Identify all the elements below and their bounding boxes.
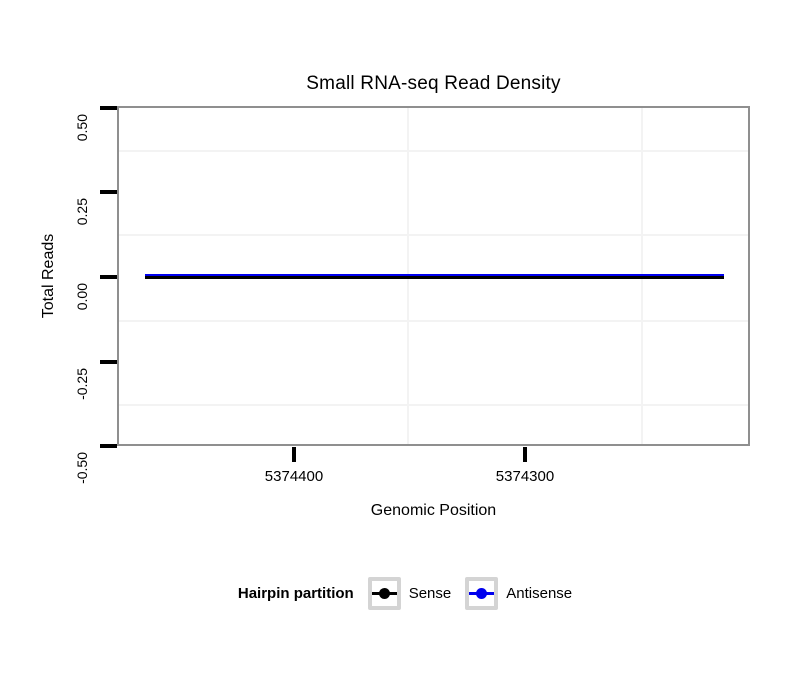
x-axis-title: Genomic Position <box>370 502 497 519</box>
y-tick-label-050: 0.50 <box>74 114 90 142</box>
sense-series-line <box>145 276 724 279</box>
y-tick-025 <box>100 190 117 194</box>
minor-gridline-y-neg0375 <box>119 404 748 406</box>
y-axis-title: Total Reads <box>40 233 57 319</box>
legend-entry-sense: Sense <box>367 576 452 610</box>
x-tick-label-5374400: 5374400 <box>264 468 324 485</box>
legend-title: Hairpin partition <box>237 584 354 602</box>
y-tick-label-neg050: -0.50 <box>74 452 90 484</box>
antisense-legend-key-icon <box>465 576 499 610</box>
x-tick-label-5374300: 5374300 <box>495 468 555 485</box>
y-tick-label-025: 0.25 <box>74 198 90 226</box>
y-tick-label-neg025: -0.25 <box>74 368 90 400</box>
antisense-point-icon <box>476 587 488 599</box>
y-tick-050 <box>100 106 117 110</box>
sense-point-icon <box>378 587 390 599</box>
plot-panel <box>117 106 750 446</box>
y-tick-label-000: 0.00 <box>74 283 90 311</box>
legend: Hairpin partition Sense Antisense <box>0 576 810 610</box>
y-tick-neg050 <box>100 444 117 448</box>
y-tick-000 <box>100 275 117 279</box>
chart-title: Small RNA-seq Read Density <box>306 73 561 94</box>
x-tick-5374400 <box>292 447 296 462</box>
legend-entry-antisense: Antisense <box>465 576 573 610</box>
sense-legend-key-icon <box>367 576 401 610</box>
x-tick-5374300 <box>523 447 527 462</box>
minor-gridline-y-0125 <box>119 234 748 236</box>
minor-gridline-y-neg0125 <box>119 320 748 322</box>
legend-label-antisense: Antisense <box>506 584 573 602</box>
legend-label-sense: Sense <box>408 584 452 602</box>
minor-gridline-y-0375 <box>119 150 748 152</box>
y-tick-neg025 <box>100 360 117 364</box>
